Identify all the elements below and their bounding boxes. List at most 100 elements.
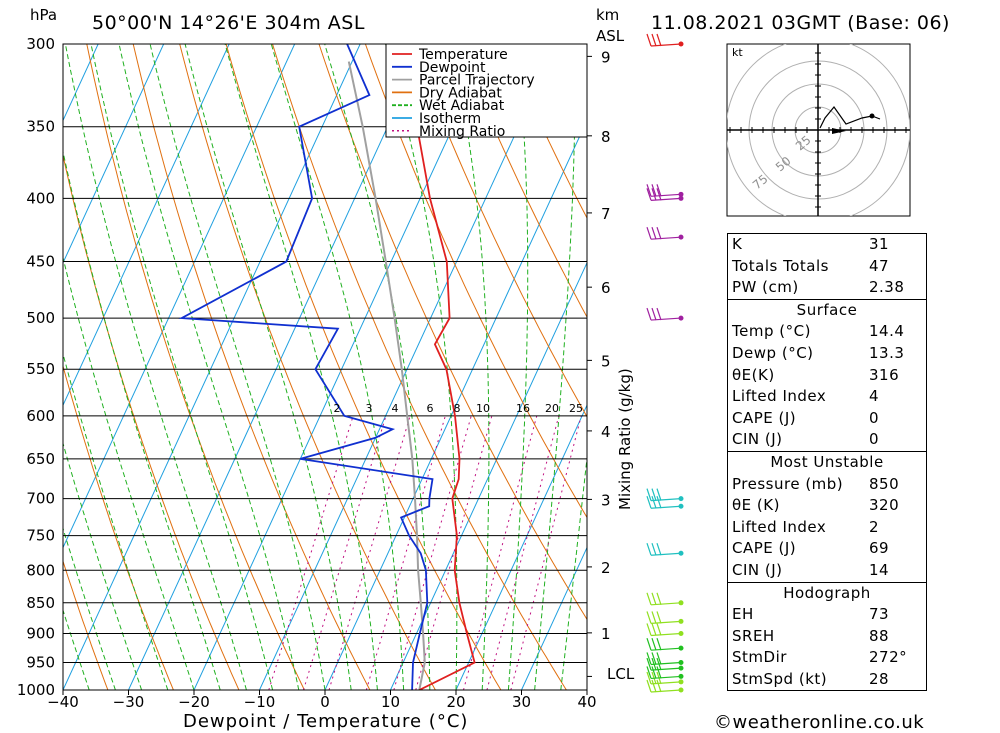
isotherm-line [521,546,587,690]
wind-barb-flag [651,592,657,605]
pressure-tick-label: 850 [26,594,55,612]
surface-title: Surface [796,300,858,319]
pressure-tick-label: 500 [26,309,55,327]
legend-entry: Parcel Trajectory [419,73,535,89]
wind-barb-flag [656,184,662,197]
isotherm-line [63,44,230,407]
km-tick-label: 6 [601,279,611,297]
wind-barb-flag [656,592,662,605]
mu-cin-row: CIN (J) 14 [732,560,890,579]
pressure-tick-label: 900 [26,624,55,642]
wet-adiabat-line [64,44,247,690]
mixing-ratio-label: 3 [366,402,373,415]
most-unstable-title: Most Unstable [770,452,884,471]
wet-adiabat-line [270,44,405,690]
isotherm-line [63,44,361,690]
dry-adiabat-line [225,44,502,690]
temperature-line [403,44,476,690]
cin-row: CIN (J) 0 [732,430,880,449]
mu-pressure-row: Pressure (mb) 850 [732,474,900,493]
pressure-tick-label: 300 [26,35,55,53]
wind-barb-flag [646,666,652,679]
mixing-ratio-label: 16 [516,402,530,415]
dry-adiabat-line [63,559,109,690]
wind-barb-flag [656,543,662,556]
legend-box [385,43,588,138]
wind-barb-flag [646,188,652,201]
pressure-tick-label: 550 [26,360,55,378]
x-tick-label: −30 [113,693,145,711]
wind-barb-flag [651,307,657,321]
pressure-tick-label: 350 [26,118,55,136]
wet-adiabat-line [450,44,490,690]
copyright: ©weatheronline.co.uk [714,712,924,733]
km-tick-label: 8 [601,128,611,146]
indices-section: K 31 Totals Totals 47 PW (cm) 2.38 [727,233,927,300]
mixing-ratio-label: 20 [545,402,559,415]
wind-barb-flag [651,666,657,679]
sreh-row: SREH 88 [732,626,890,645]
mixing-ratio-label: 8 [454,402,461,415]
wet-adiabat-line [586,685,587,690]
pressure-tick-label: 650 [26,450,55,468]
mu-cape-row: CAPE (J) 69 [732,539,890,558]
hodograph-stats-section: Hodograph EH 73 SREH 88 StmDir 272° StmSpd … [727,582,927,692]
wind-barb-flag [656,666,662,679]
dry-adiabat-line [132,44,371,690]
hodograph-unit-label: kt [732,46,743,59]
dry-adiabat-line [923,44,1000,690]
mixing-ratio-line [328,415,411,690]
wet-adiabat-line [118,44,300,690]
wind-barb-flag [651,496,657,509]
x-tick-label: 20 [446,693,465,711]
pressure-tick-label: 750 [26,527,55,545]
wind-barb-dot [678,496,684,502]
totals-row: Totals Totals 47 [732,256,890,275]
wind-barb-flag [656,679,662,693]
mixing-ratio-label: 25 [569,402,583,415]
hodograph-point [869,113,875,119]
wind-barb-flag [656,623,662,636]
wind-barb-dot [678,315,684,321]
km-tick-label: 1 [601,625,611,643]
wind-barb-flag [646,496,652,509]
wind-barb-flag [646,543,652,556]
wet-adiabat-line [63,352,169,690]
dry-adiabat-line [411,44,587,418]
wind-barb-flag [646,671,652,685]
location-title: 50°00'N 14°26'E 304m ASL [92,12,365,34]
wet-adiabat-line [149,44,326,690]
wind-barb-dot [678,618,684,624]
wind-barb-flag [651,226,657,240]
wind-barb-flag [656,496,662,509]
stmdir-row: StmDir 272° [732,648,908,667]
legend-entry: Temperature [418,47,508,63]
wind-barb-dot [678,673,684,679]
wind-barb-flag [646,184,652,197]
pressure-tick-label: 800 [26,561,55,579]
wind-barb-flag [656,188,662,201]
li-row: Lifted Index 4 [732,387,880,406]
mixing-ratio-axis-label: Mixing Ratio (g/kg) [616,368,634,510]
legend-entry: Isotherm [419,111,481,127]
pressure-tick-label: 1000 [17,681,55,699]
wind-barb-flag [646,307,652,321]
mixing-ratio-line [510,415,582,690]
pw-row: PW (cm) 2.38 [732,278,905,297]
wind-barb-flag [646,592,652,605]
wind-barb-dot [678,41,684,47]
most-unstable-section: Most Unstable Pressure (mb) 850 θE (K) 320… [727,451,927,583]
wind-barb-flag [656,652,662,665]
wind-barb-dot [678,659,684,665]
legend-entry: Dry Adiabat [419,85,502,101]
temp-row: Temp (°C) 14.4 [732,322,905,341]
wind-barb-dot [678,679,684,685]
wind-barb-dot [678,503,684,509]
cape-row: CAPE (J) 0 [732,408,880,427]
wet-adiabat-line [184,44,352,690]
wind-barb-flag [646,488,652,501]
mixing-ratio-line [268,415,354,690]
